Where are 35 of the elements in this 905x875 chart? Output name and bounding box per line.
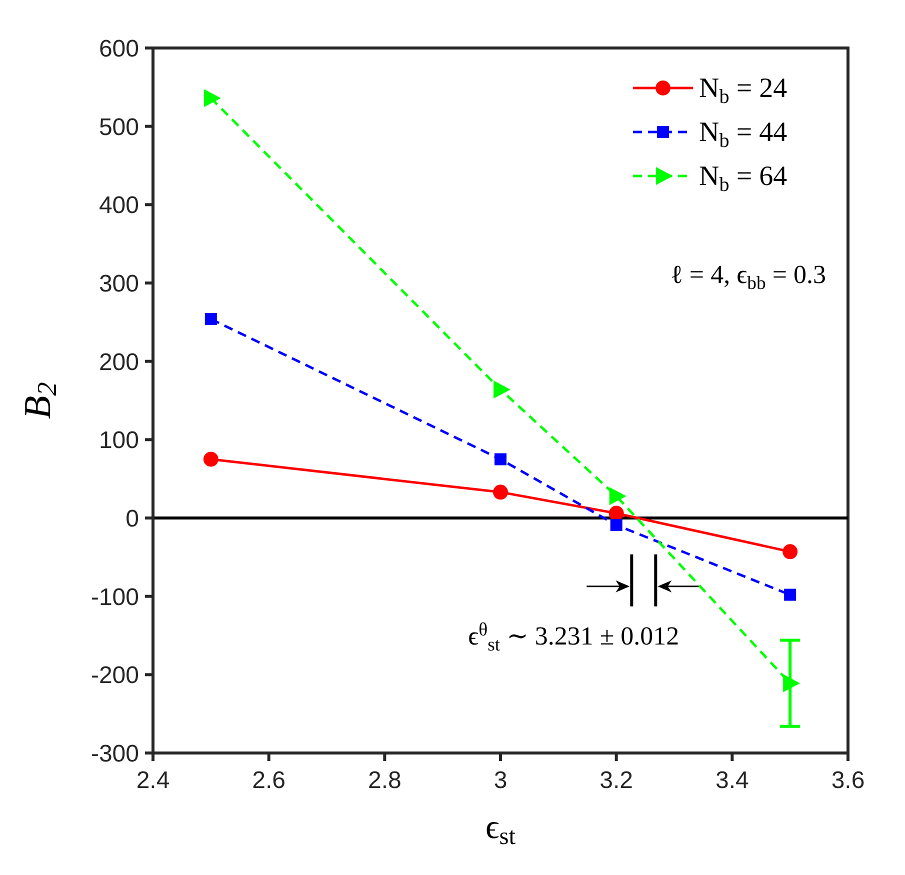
legend-label: N$_{b}$ = 44 xyxy=(699,117,788,152)
point xyxy=(494,380,510,399)
y-tick-label: 300 xyxy=(98,270,139,298)
legend-label: N$_{b}$ = 64 xyxy=(699,161,788,196)
point xyxy=(782,544,798,560)
x-tick-label: 3 xyxy=(494,767,508,794)
point xyxy=(203,452,218,467)
y-tick-label: 400 xyxy=(98,192,139,220)
y-tick-label: -200 xyxy=(90,662,139,690)
y-tick-label: -300 xyxy=(90,740,139,768)
y-tick-label: -100 xyxy=(90,584,139,611)
x-tick-label: 3.2 xyxy=(600,767,634,794)
point xyxy=(204,313,217,326)
y-tick-label: 500 xyxy=(98,114,139,141)
x-tick-label: 2.4 xyxy=(136,767,170,794)
x-tick-label: 2.8 xyxy=(368,767,402,794)
point xyxy=(610,519,622,532)
x-axis-title: ϵ$_{st}$ xyxy=(485,809,516,850)
y-tick-label: 600 xyxy=(98,36,139,63)
point xyxy=(784,588,796,601)
y-tick-label: 0 xyxy=(126,506,139,533)
point xyxy=(783,674,800,692)
point xyxy=(609,487,626,506)
legend-label: N$_{b}$ = 24 xyxy=(699,73,788,108)
x-tick-label: 3.4 xyxy=(715,767,749,794)
point xyxy=(608,506,624,521)
annotation: ℓ = 4, ϵ$_{bb}$ = 0.3 xyxy=(670,260,826,294)
point xyxy=(494,453,506,466)
point xyxy=(204,89,221,108)
y-tick-label: 100 xyxy=(98,427,139,454)
annotation: ϵ$^{θ}$$_{st}$ ∼ 3.231 ± 0.012 xyxy=(468,619,680,656)
x-tick-label: 3.6 xyxy=(831,767,865,794)
point xyxy=(493,484,508,500)
x-tick-label: 2.6 xyxy=(252,767,286,794)
y-tick-label: 200 xyxy=(98,348,139,376)
